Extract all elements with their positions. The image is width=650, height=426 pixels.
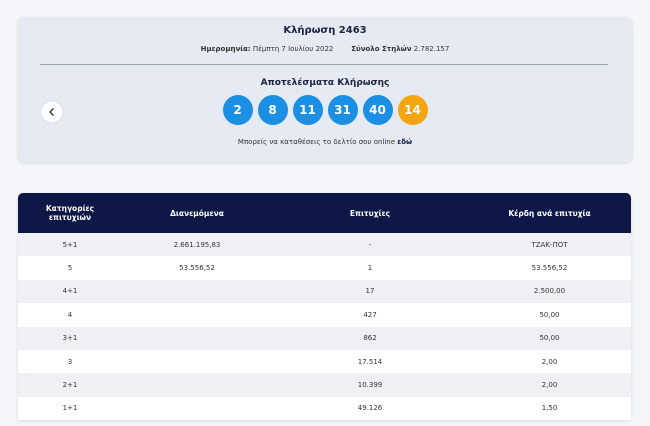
results-table: Κατηγορίες επιτυχιών Διανεμόμενα Επιτυχίες… xyxy=(18,193,631,421)
table-cell: 2+1 xyxy=(62,381,78,390)
header-cell: Κέρδη ανά επιτυχία xyxy=(508,208,591,218)
ball: 40 xyxy=(362,95,393,125)
table-row: 4+1 17 2.500,00 xyxy=(18,279,631,304)
results-title: Αποτελέσματα Κλήρωσης xyxy=(260,78,390,88)
table-cell: 53.556,52 xyxy=(179,264,215,273)
table-row: 3 17.514 2,00 xyxy=(18,349,631,374)
date-label: Ημερομηνία: xyxy=(200,45,251,53)
table-cell: 17 xyxy=(365,287,375,296)
table-cell: 5 xyxy=(67,264,73,273)
note-text: Μπορείς να καταθέσεις το δελτίο σου onli… xyxy=(237,138,396,146)
table-cell: ΤΖΑΚ-ΠΟΤ xyxy=(531,240,568,249)
link[interactable]: εδώ xyxy=(397,138,413,146)
table-row: 5+1 2.661.195,83 - ΤΖΑΚ-ΠΟΤ xyxy=(18,233,631,257)
prev-button[interactable] xyxy=(40,100,64,124)
table-cell: 17.514 xyxy=(357,357,383,366)
table-cell: 5+1 xyxy=(62,240,78,249)
header-cell: Επιτυχίες xyxy=(349,208,391,218)
divider xyxy=(40,64,608,65)
bonus-ball: 14 xyxy=(397,95,428,125)
columns: 2.782.157 xyxy=(413,45,450,53)
table-cell: 50,00 xyxy=(539,334,560,343)
header-cell: Κατηγορίες επιτυχιών xyxy=(45,204,95,222)
table-cell: - xyxy=(368,240,372,249)
balls: 2 8 11 31 40 14 xyxy=(18,95,632,125)
table-row: 5 53.556,52 1 53.556,52 xyxy=(18,256,631,280)
table-cell: 4+1 xyxy=(62,287,78,296)
table-cell: 3 xyxy=(67,357,73,366)
ball: 2 xyxy=(222,95,253,125)
table-cell: 2,00 xyxy=(541,381,558,390)
table-cell: 49.126 xyxy=(357,404,383,413)
note: Μπορείς να καταθέσεις το δελτίο σου onli… xyxy=(18,138,632,146)
header-cell: Διανεμόμενα xyxy=(170,208,224,218)
table-cell: 4 xyxy=(67,310,73,319)
ball: 8 xyxy=(257,95,288,125)
ball: 31 xyxy=(327,95,358,125)
date: Πέμπτη 7 Ιουλίου 2022 xyxy=(252,45,334,53)
table-row: 3+1 862 50,00 xyxy=(18,326,631,350)
table-cell: 1 xyxy=(367,264,373,273)
table-cell: 427 xyxy=(363,310,377,319)
table-cell: 50,00 xyxy=(539,310,560,319)
table-cell: 2,00 xyxy=(541,357,558,366)
columns-label: Σύνολο Στηλών xyxy=(351,45,412,53)
draw-meta: Ημερομηνία: Πέμπτη 7 Ιουλίου 2022 Σύνολο… xyxy=(18,45,632,53)
table-row: 4 427 50,00 xyxy=(18,303,631,327)
table-cell: 3+1 xyxy=(62,334,78,343)
draw-title: Κλήρωση 2463 xyxy=(283,25,367,36)
table-cell: 2.500,00 xyxy=(533,287,566,296)
table-cell: 1,50 xyxy=(541,404,558,413)
table-cell: 53.556,52 xyxy=(531,264,568,273)
ball: 11 xyxy=(292,95,323,125)
table-cell: 862 xyxy=(363,334,377,343)
table-cell: 2.661.195,83 xyxy=(173,240,221,249)
draw-card: Κλήρωση 2463 Ημερομηνία: Πέμπτη 7 Ιουλίο… xyxy=(18,17,632,162)
table-row: 2+1 10.399 2,00 xyxy=(18,373,631,397)
table-row: 1+1 49.126 1,50 xyxy=(18,396,631,421)
table-header: Κατηγορίες επιτυχιών Διανεμόμενα Επιτυχίες… xyxy=(18,193,631,233)
table-cell: 10.399 xyxy=(357,381,383,390)
table-cell: 1+1 xyxy=(62,404,78,413)
